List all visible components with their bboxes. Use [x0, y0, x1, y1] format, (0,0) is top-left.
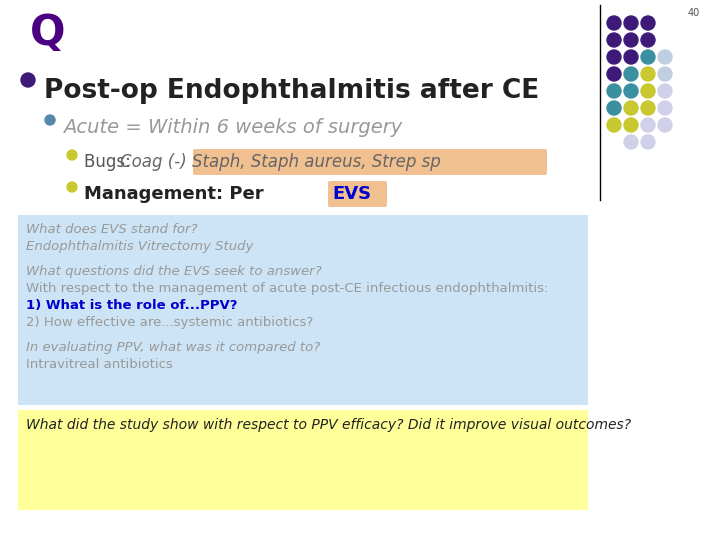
- Circle shape: [607, 118, 621, 132]
- FancyBboxPatch shape: [18, 410, 588, 510]
- Text: Management: Per: Management: Per: [84, 185, 270, 203]
- Text: What questions did the EVS seek to answer?: What questions did the EVS seek to answe…: [26, 265, 322, 278]
- Circle shape: [67, 182, 77, 192]
- Text: Intravitreal antibiotics: Intravitreal antibiotics: [26, 358, 173, 371]
- Text: Endophthalmitis Vitrectomy Study: Endophthalmitis Vitrectomy Study: [26, 240, 253, 253]
- Text: 40: 40: [688, 8, 700, 18]
- Circle shape: [641, 84, 655, 98]
- Circle shape: [67, 150, 77, 160]
- Circle shape: [658, 50, 672, 64]
- FancyBboxPatch shape: [193, 149, 547, 175]
- Circle shape: [658, 118, 672, 132]
- Circle shape: [45, 115, 55, 125]
- Circle shape: [658, 101, 672, 115]
- Circle shape: [624, 84, 638, 98]
- Circle shape: [641, 118, 655, 132]
- Text: In evaluating PPV, what was it compared to?: In evaluating PPV, what was it compared …: [26, 341, 320, 354]
- Circle shape: [624, 101, 638, 115]
- Text: 1) What is the role of...PPV?: 1) What is the role of...PPV?: [26, 299, 238, 312]
- Text: What did the study show with respect to PPV efficacy? Did it improve visual outc: What did the study show with respect to …: [26, 418, 631, 432]
- Circle shape: [607, 101, 621, 115]
- Text: Bugs:: Bugs:: [84, 153, 136, 171]
- Circle shape: [607, 50, 621, 64]
- Circle shape: [658, 84, 672, 98]
- Text: What does EVS stand for?: What does EVS stand for?: [26, 223, 197, 236]
- Circle shape: [624, 50, 638, 64]
- Circle shape: [641, 50, 655, 64]
- Circle shape: [607, 67, 621, 81]
- Circle shape: [658, 67, 672, 81]
- Circle shape: [21, 73, 35, 87]
- Text: With respect to the management of acute post-CE infectious endophthalmitis:: With respect to the management of acute …: [26, 282, 549, 295]
- Circle shape: [641, 135, 655, 149]
- Circle shape: [607, 33, 621, 47]
- Circle shape: [624, 118, 638, 132]
- Circle shape: [641, 33, 655, 47]
- Circle shape: [607, 16, 621, 30]
- Text: Post-op Endophthalmitis after CE: Post-op Endophthalmitis after CE: [44, 78, 539, 104]
- FancyBboxPatch shape: [18, 215, 588, 405]
- FancyBboxPatch shape: [328, 181, 387, 207]
- Text: Acute = Within 6 weeks of surgery: Acute = Within 6 weeks of surgery: [63, 118, 402, 137]
- Circle shape: [624, 135, 638, 149]
- Circle shape: [624, 67, 638, 81]
- Text: Q: Q: [30, 12, 66, 54]
- Text: EVS: EVS: [332, 185, 371, 203]
- Circle shape: [607, 84, 621, 98]
- Text: Coag (-) Staph, Staph aureus, Strep sp: Coag (-) Staph, Staph aureus, Strep sp: [120, 153, 441, 171]
- Text: 2) How effective are...systemic antibiotics?: 2) How effective are...systemic antibiot…: [26, 316, 313, 329]
- Circle shape: [641, 16, 655, 30]
- Circle shape: [641, 67, 655, 81]
- Circle shape: [624, 33, 638, 47]
- Circle shape: [641, 101, 655, 115]
- Circle shape: [624, 16, 638, 30]
